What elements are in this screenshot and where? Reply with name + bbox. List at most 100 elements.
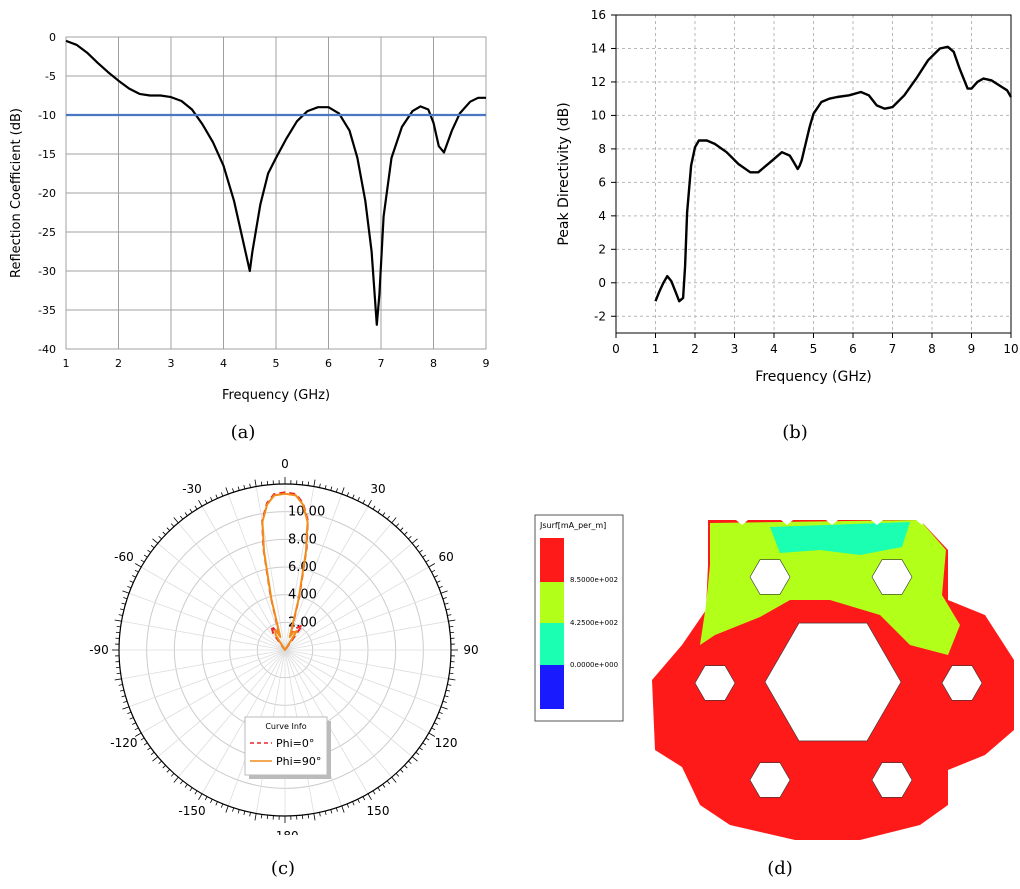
polar-spoke [284,486,315,651]
polar-tick [123,597,128,600]
y-tick-label: -10 [38,109,56,122]
polar-tick [419,747,423,751]
legend-label-2: 4.2500e+002 [570,619,618,627]
plot-frame [615,14,1012,334]
polar-tick [132,575,136,578]
polar-tick [372,505,376,510]
polar-spoke [177,649,286,778]
polar-tick [419,549,423,553]
polar-tick [411,538,418,544]
polar-tick [158,760,162,765]
polar-spoke [157,542,286,651]
polar-tick [260,481,263,486]
y-tick-label: 8 [598,142,606,156]
polar-tick [444,695,449,698]
polar-tick [147,549,151,553]
y-tick-label: 16 [591,8,606,22]
polar-tick [127,711,132,715]
polar-tick [232,807,235,812]
hex-hole [941,665,983,701]
polar-tick [152,756,159,762]
polar-tick [357,497,360,501]
polar-tick [143,554,148,558]
polar-tick [357,799,360,803]
angle-label: 30 [370,482,385,496]
legend-title: Jsurf[mA_per_m] [539,521,606,530]
polar-tick [422,554,427,558]
polar-tick [237,809,240,814]
polar-tick [198,499,203,507]
x-tick-label: 6 [325,357,332,370]
polar-tick [150,751,155,755]
polar-tick [447,614,452,616]
polar-tick [260,814,263,819]
polar-tick [404,531,408,535]
polar-spoke [284,649,413,758]
polar-tick [121,602,126,605]
polar-spoke [284,542,413,651]
polar-tick [335,488,338,493]
polar-tick [445,689,451,692]
polar-tick [166,769,170,773]
polar-spoke [141,649,286,734]
x-tick-label: 3 [731,342,739,356]
polar-spoke [255,486,286,651]
polar-tick [119,689,125,692]
polar-tick [134,563,142,568]
hex-hole [749,762,791,798]
polar-tick [129,580,134,583]
polar-spoke [157,649,286,758]
angle-label: 0 [281,457,289,471]
x-tick-label: 1 [63,357,70,370]
polar-tick [140,737,145,741]
angle-label: 120 [435,736,458,750]
center-hex-hole [764,622,902,742]
legend-label-1: Phi=90° [276,755,321,768]
polar-series-1 [261,492,309,651]
legend-swatch-red [540,538,564,582]
polar-tick [415,545,420,549]
polar-tick [346,492,350,497]
polar-tick [122,706,130,710]
polar-tick [335,807,338,812]
polar-tick [400,769,404,773]
y-tick-label: -15 [38,148,56,161]
panel-d: Jsurf[mA_per_m] 8.5000e+002 4.2500e+002 … [530,505,1020,845]
polar-tick [362,499,366,504]
polar-tick [408,760,412,765]
legend-box [244,716,328,776]
polar-tick [118,684,123,686]
radial-tick-label: 4.00 [288,588,317,603]
polar-tick [249,812,251,817]
polar-tick [194,505,198,510]
y-tick-label: 2 [598,242,606,256]
plot-frame [65,36,487,350]
polar-tick [341,805,345,813]
polar-tick [434,575,438,578]
polar-tick [189,787,193,792]
angle-label: -180 [271,829,298,835]
polar-tick [166,527,170,531]
panel-a: 1 2 3 4 5 6 7 8 9 0 -5 -10 -15 -20 -25 -30 -35 -40 Frequen… [0,0,500,420]
polar-tick [400,527,404,531]
polar-tick [313,813,316,821]
polar-tick [147,747,151,751]
polar-tick [204,796,208,801]
y-tick-label: 0 [598,276,606,290]
polar-tick [170,773,175,777]
polar-tick [184,784,188,788]
polar-tick [243,484,246,490]
x-tick-label: 9 [968,342,976,356]
polar-tick [254,813,257,821]
y-axis-label: Peak Directivity (dB) [556,102,572,245]
polar-tick [225,487,229,495]
y-tick-label: -35 [38,304,56,317]
x-tick-label: 6 [849,342,857,356]
cyan-region [770,522,910,555]
current-distribution: Jsurf[mA_per_m] 8.5000e+002 4.2500e+002 … [534,514,1014,840]
polar-tick [215,801,218,806]
polar-tick [249,483,251,488]
legend-swatch-blue [540,665,564,709]
polar-tick [127,585,132,589]
x-tick-label: 7 [889,342,897,356]
